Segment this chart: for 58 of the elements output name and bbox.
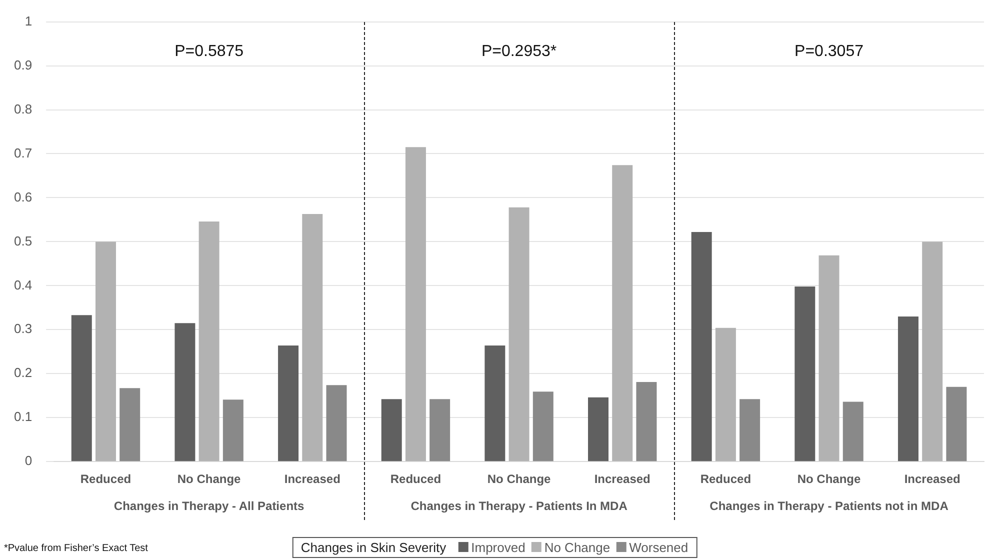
bar — [715, 328, 736, 462]
bar — [381, 399, 402, 462]
x-tick-label: No Change — [487, 472, 552, 486]
text: Changes in Therapy - Patients not in MDA — [710, 498, 949, 513]
y-tick-label: 0.2 — [14, 365, 32, 380]
bar — [636, 382, 657, 462]
y-tick-label: 0.7 — [14, 145, 32, 160]
legend-label: No Change — [543, 540, 610, 555]
bar — [405, 147, 426, 462]
legend-label: Improved — [470, 540, 526, 555]
annotation: P=0.3057 — [794, 43, 864, 60]
y-tick-label: 0.1 — [14, 409, 32, 424]
x-tick-label: Increased — [594, 472, 650, 486]
annotation: P=0.2953* — [481, 43, 557, 60]
bar — [95, 242, 116, 462]
x-tick-label: Reduced — [80, 472, 132, 486]
bar — [120, 388, 140, 462]
y-tick-label: 0.5 — [14, 233, 32, 248]
text: Changes in Therapy - All Patients — [114, 498, 305, 513]
y-tick-label: 0.6 — [14, 189, 32, 204]
x-tick-label: Increased — [284, 472, 340, 486]
bar — [794, 286, 816, 462]
bar — [898, 316, 918, 462]
bar — [302, 214, 323, 462]
bar — [71, 315, 92, 462]
bar — [612, 165, 633, 462]
x-tick-label: Reduced — [700, 472, 752, 486]
bar — [691, 232, 712, 462]
y-tick-label: 1 — [24, 13, 32, 28]
bar — [484, 345, 506, 462]
x-tick-label: No Change — [177, 472, 242, 486]
text: *Pvalue from Fisher’s Exact Test — [4, 542, 148, 554]
y-tick-label: 0.4 — [14, 277, 32, 292]
bar — [946, 386, 967, 462]
bar — [532, 392, 554, 462]
bar — [818, 255, 840, 462]
bar — [174, 323, 196, 462]
y-tick-label: 0.3 — [14, 321, 32, 336]
bar — [842, 402, 864, 462]
x-tick-label: Increased — [904, 472, 960, 486]
x-tick-label: Reduced — [390, 472, 442, 486]
bar — [588, 397, 608, 462]
bar — [278, 345, 299, 462]
bar — [740, 399, 760, 462]
bar — [198, 221, 220, 462]
bar — [430, 399, 450, 462]
text: Changes in Therapy - Patients In MDA — [410, 498, 628, 513]
annotation: P=0.5875 — [174, 43, 244, 60]
y-tick-label: 0 — [24, 453, 32, 468]
bar — [922, 242, 943, 462]
bar — [326, 385, 347, 462]
legend-label: Worsened — [628, 540, 688, 555]
bar — [508, 207, 530, 462]
legend-title: Changes in Skin Severity — [300, 540, 446, 555]
y-tick-label: 0.8 — [14, 101, 32, 116]
bar — [222, 400, 244, 462]
y-tick-label: 0.9 — [14, 57, 32, 72]
x-tick-label: No Change — [797, 472, 861, 486]
